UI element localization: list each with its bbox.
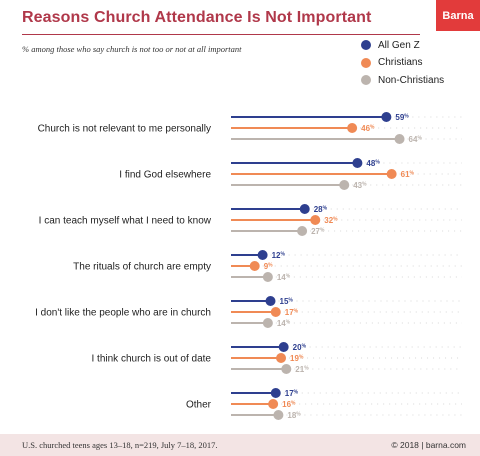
category-label-church-is-not-relevant-to-me-personally: Church is not relevant to me personally xyxy=(38,124,211,135)
value-label-non-christians-1: 43% xyxy=(353,181,367,190)
dot-non-christians-3 xyxy=(262,272,273,282)
legend-item-christians: Christians xyxy=(361,55,444,71)
value-label-all-gen-z-6: 17% xyxy=(285,389,299,398)
dot-christians-0 xyxy=(347,123,358,133)
category-label-i-think-church-is-out-of-date: I think church is out of date xyxy=(91,354,211,365)
value-label-christians-1: 61% xyxy=(401,170,415,179)
value-label-non-christians-4: 14% xyxy=(277,319,291,328)
category-label-other: Other xyxy=(186,400,212,411)
dot-all-gen-z-2 xyxy=(299,204,310,214)
chart-title: Reasons Church Attendance Is Not Importa… xyxy=(22,9,372,26)
dot-christians-4 xyxy=(270,307,281,317)
value-label-non-christians-5: 21% xyxy=(295,365,309,374)
legend-label-all-gen-z: All Gen Z xyxy=(378,39,420,51)
category-label-the-rituals-of-church-are-empty: The rituals of church are empty xyxy=(73,262,211,273)
footer-credit: © 2018 | barna.com xyxy=(391,440,466,450)
value-label-christians-5: 19% xyxy=(290,354,304,363)
dot-non-christians-0 xyxy=(394,134,405,144)
value-label-all-gen-z-4: 15% xyxy=(280,297,294,306)
dot-all-gen-z-4 xyxy=(265,296,276,306)
value-label-christians-0: 46% xyxy=(361,124,375,133)
value-label-all-gen-z-0: 59% xyxy=(395,113,409,122)
legend: All Gen Z Christians Non-Christians xyxy=(361,37,444,90)
value-label-non-christians-2: 27% xyxy=(311,227,325,236)
footer: U.S. churched teens ages 13–18, n=219, J… xyxy=(0,434,480,456)
value-label-all-gen-z-2: 28% xyxy=(314,205,328,214)
lollipop-chart: Church is not relevant to me personally 5… xyxy=(35,112,462,420)
brand-logo: Barna xyxy=(436,0,480,31)
category-label-i-find-god-elsewhere: I find God elsewhere xyxy=(119,170,211,181)
legend-item-non-christians: Non-Christians xyxy=(361,72,444,88)
value-label-non-christians-0: 64% xyxy=(409,135,423,144)
category-label-i-can-teach-myself-what-i-need-to-know: I can teach myself what I need to know xyxy=(39,216,212,227)
dot-christians-2 xyxy=(310,215,321,225)
legend-swatch-all-gen-z xyxy=(361,40,371,50)
dot-all-gen-z-5 xyxy=(278,342,289,352)
dot-non-christians-5 xyxy=(281,364,292,374)
value-label-all-gen-z-1: 48% xyxy=(366,159,380,168)
value-label-all-gen-z-5: 20% xyxy=(293,343,307,352)
value-label-christians-6: 16% xyxy=(282,400,296,409)
dot-all-gen-z-6 xyxy=(270,388,281,398)
category-label-i-don-t-like-the-people-who-are-in-church: I don't like the people who are in churc… xyxy=(35,308,211,319)
dot-non-christians-2 xyxy=(297,226,308,236)
dot-non-christians-1 xyxy=(339,180,350,190)
dot-non-christians-6 xyxy=(273,410,284,420)
dot-all-gen-z-1 xyxy=(352,158,363,168)
legend-swatch-christians xyxy=(361,57,371,68)
dot-christians-3 xyxy=(249,261,260,271)
dot-christians-5 xyxy=(276,353,287,363)
legend-label-christians: Christians xyxy=(378,57,423,68)
legend-item-all-gen-z: All Gen Z xyxy=(361,37,444,53)
dot-all-gen-z-0 xyxy=(381,112,392,122)
footer-source: U.S. churched teens ages 13–18, n=219, J… xyxy=(22,440,218,450)
dot-christians-6 xyxy=(268,399,279,409)
value-label-christians-3: 9% xyxy=(264,262,273,271)
value-label-non-christians-3: 14% xyxy=(277,273,291,282)
chart-subtitle: % among those who say church is not too … xyxy=(22,44,242,54)
legend-swatch-non-christians xyxy=(361,75,371,85)
value-label-non-christians-6: 18% xyxy=(287,411,301,420)
dot-all-gen-z-3 xyxy=(257,250,268,260)
dot-non-christians-4 xyxy=(262,318,273,328)
title-divider xyxy=(22,34,420,35)
dot-christians-1 xyxy=(386,169,397,179)
legend-label-non-christians: Non-Christians xyxy=(378,74,445,86)
value-label-christians-2: 32% xyxy=(324,216,338,225)
value-label-christians-4: 17% xyxy=(285,308,299,317)
value-label-all-gen-z-3: 12% xyxy=(272,251,286,260)
